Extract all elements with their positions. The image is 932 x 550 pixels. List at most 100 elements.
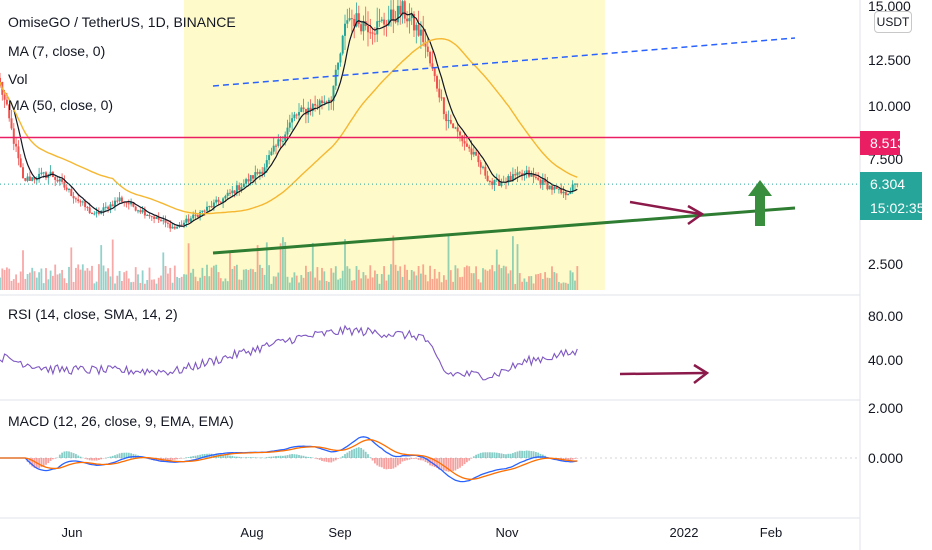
volume-bar bbox=[259, 264, 261, 290]
macd-histogram-bar bbox=[498, 453, 500, 458]
volume-bar bbox=[551, 266, 553, 290]
volume-bar bbox=[426, 281, 429, 290]
candle-body bbox=[479, 162, 482, 168]
candle-body bbox=[445, 114, 448, 122]
macd-histogram-bar bbox=[339, 457, 342, 459]
volume-bar bbox=[22, 250, 24, 290]
volume-bar bbox=[282, 237, 284, 290]
volume-bar bbox=[449, 270, 452, 290]
volume-bar bbox=[403, 264, 406, 290]
candle-body bbox=[293, 114, 296, 119]
macd-histogram-bar bbox=[233, 456, 236, 458]
volume-bar bbox=[127, 278, 130, 290]
volume-bar bbox=[6, 267, 8, 290]
candle-body bbox=[422, 29, 425, 43]
volume-bar bbox=[364, 275, 367, 290]
macd-histogram-bar bbox=[70, 452, 73, 458]
candle-body bbox=[139, 210, 142, 213]
price-tick-label: 7.500 bbox=[868, 151, 903, 167]
macd-histogram-bar bbox=[346, 452, 349, 458]
candle-body bbox=[254, 172, 257, 179]
volume-bar bbox=[256, 245, 259, 290]
volume-bar bbox=[314, 277, 316, 290]
macd-histogram-bar bbox=[454, 458, 457, 471]
macd-histogram-bar bbox=[452, 458, 454, 471]
macd-histogram-bar bbox=[321, 458, 323, 461]
candle-body bbox=[183, 222, 185, 226]
volume-bar bbox=[509, 270, 512, 290]
candle-body bbox=[330, 99, 333, 102]
macd-histogram-bar bbox=[210, 453, 213, 458]
volume-bar bbox=[493, 271, 496, 290]
volume-bar bbox=[236, 264, 238, 290]
candle-body bbox=[173, 226, 176, 229]
macd-histogram-bar bbox=[378, 458, 381, 467]
volume-bar bbox=[15, 274, 17, 290]
macd-histogram-bar bbox=[194, 455, 197, 458]
volume-bar bbox=[33, 271, 36, 290]
candle-body bbox=[436, 76, 438, 89]
candle-body bbox=[148, 214, 151, 217]
candle-body bbox=[426, 46, 429, 52]
macd-histogram-bar bbox=[523, 450, 526, 458]
candle-body bbox=[256, 172, 259, 174]
volume-bar bbox=[316, 267, 319, 290]
macd-histogram-bar bbox=[229, 455, 231, 458]
candle-body bbox=[222, 198, 225, 203]
candle-body bbox=[194, 214, 197, 216]
macd-histogram-bar bbox=[397, 458, 399, 466]
candle-body bbox=[454, 127, 457, 129]
macd-histogram-bar bbox=[167, 458, 169, 461]
candle-body bbox=[468, 146, 471, 149]
candle-body bbox=[8, 104, 11, 119]
volume-bar bbox=[249, 268, 252, 290]
volume-bar bbox=[102, 265, 105, 290]
macd-histogram-bar bbox=[466, 458, 468, 463]
macd-histogram-bar bbox=[279, 455, 282, 458]
volume-bar bbox=[84, 270, 86, 290]
candle-body bbox=[475, 151, 478, 156]
macd-histogram-bar bbox=[219, 454, 222, 458]
macd-histogram-bar bbox=[270, 456, 273, 458]
volume-bar bbox=[305, 265, 307, 290]
candle-body bbox=[120, 197, 123, 202]
candle-body bbox=[396, 5, 399, 23]
candle-body bbox=[406, 18, 409, 22]
volume-bar bbox=[247, 270, 250, 290]
macd-histogram-bar bbox=[374, 458, 376, 464]
macd-histogram-bar bbox=[196, 455, 199, 458]
candle-body bbox=[107, 206, 110, 210]
volume-bar bbox=[245, 269, 247, 290]
currency-button[interactable]: USDT bbox=[874, 11, 912, 33]
volume-bar bbox=[429, 265, 431, 290]
macd-histogram-bar bbox=[284, 455, 287, 458]
candle-body bbox=[155, 216, 158, 219]
volume-bar bbox=[431, 278, 434, 290]
volume-bar bbox=[328, 281, 330, 290]
candle-body bbox=[77, 199, 80, 202]
candle-body bbox=[45, 172, 47, 179]
candle-body bbox=[215, 199, 218, 203]
candle-body bbox=[567, 194, 570, 196]
price-tick-label: 10.000 bbox=[868, 98, 911, 114]
candle-body bbox=[40, 172, 43, 174]
volume-bar bbox=[401, 276, 404, 290]
volume-bar bbox=[157, 277, 160, 290]
volume-bar bbox=[190, 272, 192, 290]
macd-histogram-bar bbox=[477, 453, 480, 458]
volume-bar bbox=[75, 267, 77, 290]
candle-body bbox=[31, 177, 34, 181]
macd-histogram-bar bbox=[155, 458, 158, 461]
candle-body bbox=[401, 1, 404, 15]
volume-bar bbox=[528, 276, 530, 290]
macd-histogram-bar bbox=[341, 456, 344, 458]
candle-body bbox=[275, 145, 277, 147]
macd-histogram-bar bbox=[475, 454, 477, 458]
macd-histogram-bar bbox=[537, 452, 540, 458]
macd-histogram-bar bbox=[495, 452, 498, 458]
candle-body bbox=[314, 104, 317, 106]
volume-bar bbox=[390, 264, 392, 290]
candle-body bbox=[337, 62, 340, 70]
candle-body bbox=[415, 24, 418, 31]
